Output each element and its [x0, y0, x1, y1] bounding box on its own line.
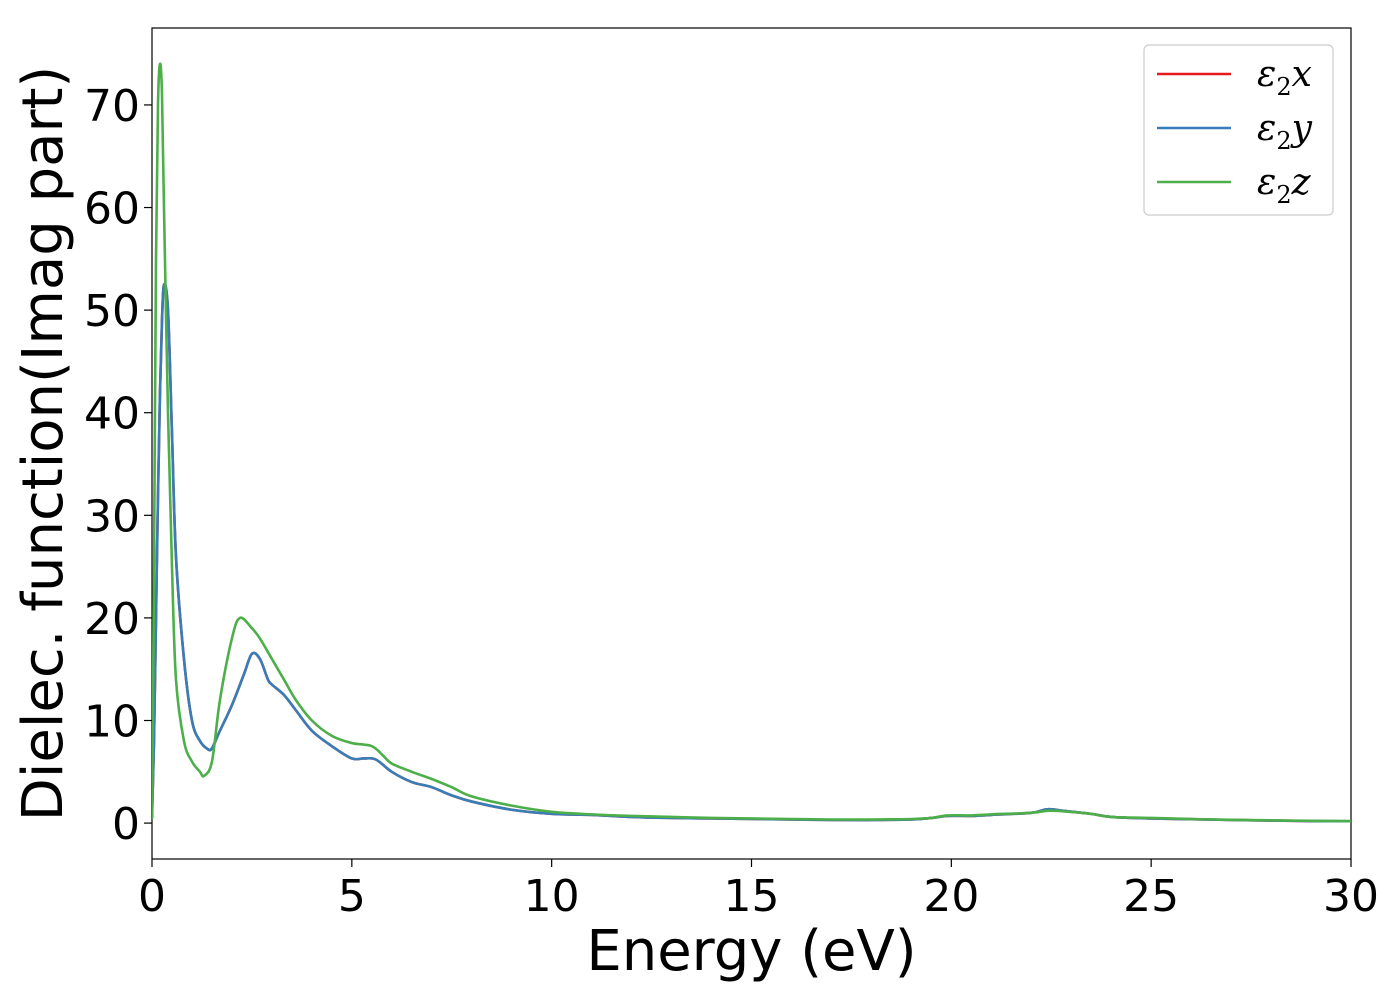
series-line-x: [152, 282, 1351, 823]
x-tick-label: 30: [1323, 871, 1379, 922]
legend-box: [1143, 44, 1334, 216]
series-layer: [152, 62, 1351, 823]
series-line-y: [152, 282, 1351, 823]
x-tick-label: 10: [524, 871, 580, 922]
x-tick-label: 20: [923, 871, 979, 922]
y-tick-label: 50: [84, 286, 140, 337]
x-axis-label: Energy (eV): [586, 919, 916, 984]
y-tick-label: 60: [84, 184, 140, 235]
y-axis-ticks: 0 10 20 30 40 50 60 70: [84, 81, 152, 850]
series-line-z: [152, 62, 1351, 823]
x-tick-label: 5: [338, 871, 366, 922]
y-tick-label: 70: [84, 81, 140, 132]
y-tick-label: 0: [112, 799, 140, 850]
x-axis-ticks: 0 5 10 15 20 25 30: [138, 859, 1379, 922]
x-tick-label: 15: [724, 871, 780, 922]
y-tick-label: 10: [84, 697, 140, 748]
y-tick-label: 20: [84, 594, 140, 645]
x-tick-label: 25: [1123, 871, 1179, 922]
x-tick-label: 0: [138, 871, 166, 922]
legend-label-y: ε2y: [1257, 108, 1313, 155]
legend-label-z: ε2z: [1257, 162, 1312, 209]
legend-label-x: ε2x: [1257, 54, 1312, 101]
y-tick-label: 40: [84, 389, 140, 440]
y-axis-label: Dielec. function(Imag part): [11, 66, 76, 822]
legend: ε2x ε2y ε2z: [1143, 44, 1334, 216]
y-tick-label: 30: [84, 491, 140, 542]
